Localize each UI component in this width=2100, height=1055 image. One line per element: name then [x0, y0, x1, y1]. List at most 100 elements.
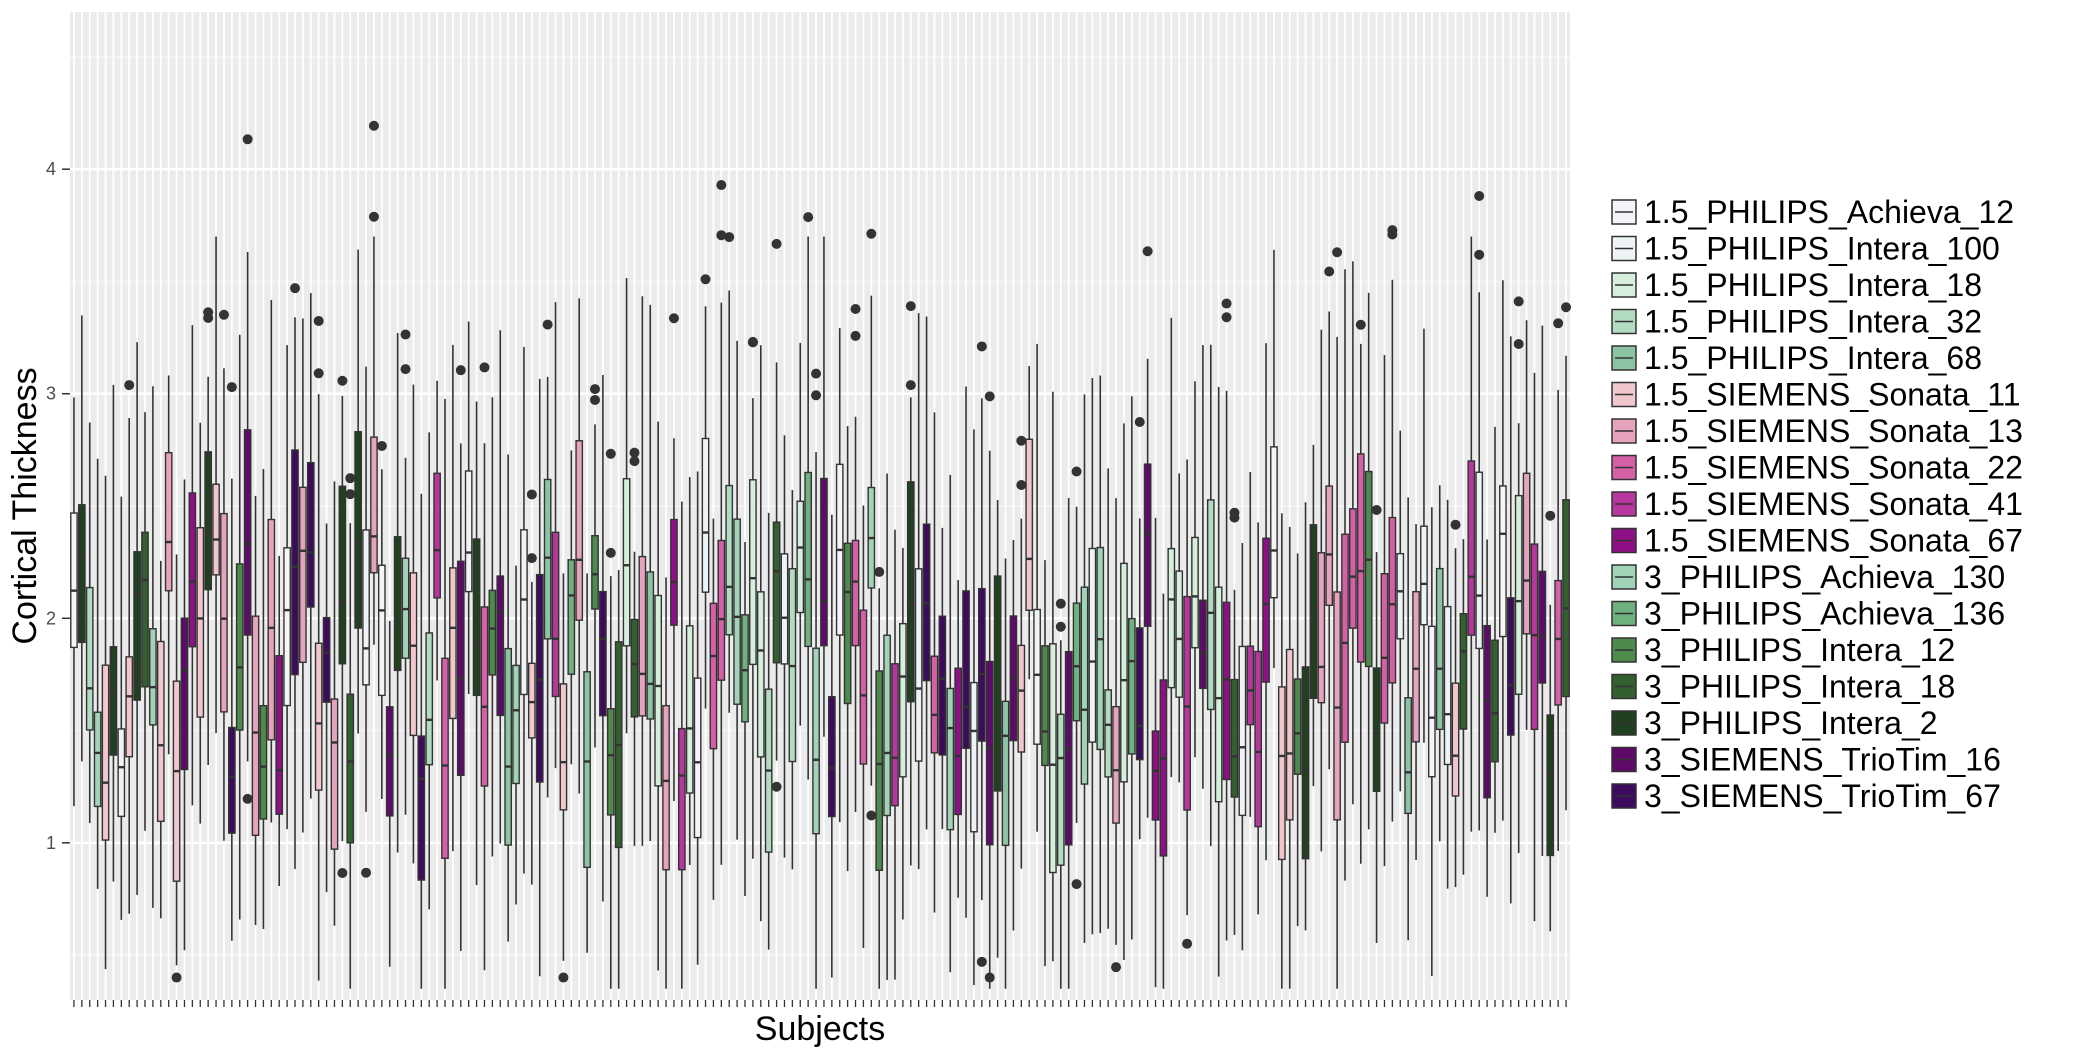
outlier-point: [629, 447, 640, 458]
outlier-point: [976, 341, 987, 352]
outlier-point: [400, 364, 411, 375]
box-body: [1001, 700, 1010, 847]
subject-box: [164, 375, 173, 755]
box-body: [275, 655, 284, 815]
box-body: [362, 529, 370, 686]
box-body: [662, 704, 670, 871]
subject-box: [1262, 343, 1270, 861]
subject-box: [1246, 472, 1255, 817]
box-body: [346, 693, 355, 844]
box-body: [977, 587, 986, 742]
subject-box: [583, 573, 591, 953]
box-series: [70, 120, 1572, 989]
box-body: [1443, 605, 1452, 766]
box-body: [125, 656, 134, 758]
subject-box: [551, 302, 560, 769]
outlier-point: [590, 394, 600, 405]
box-body: [449, 567, 457, 720]
box-body: [1238, 645, 1247, 817]
subject-box: [433, 380, 441, 681]
subject-box: [203, 307, 214, 765]
outlier-point: [724, 232, 735, 243]
box-body: [1159, 679, 1168, 857]
subject-box: [1506, 336, 1515, 904]
outlier-point: [747, 337, 758, 348]
subject-box: [393, 332, 402, 853]
subject-box: [188, 325, 197, 806]
subject-box: [77, 315, 86, 762]
box-body: [243, 429, 252, 636]
outlier-point: [345, 473, 356, 484]
outlier-point: [1071, 466, 1082, 477]
subject-box: [946, 474, 955, 973]
subject-box: [1561, 302, 1572, 811]
outlier-point: [976, 956, 987, 967]
subject-box: [803, 212, 814, 780]
subject-box: [93, 458, 102, 889]
legend-item: 1.5_PHILIPS_Intera_18: [1611, 267, 1982, 303]
subject-box: [1404, 497, 1413, 941]
subject-box: [1301, 502, 1310, 931]
box-body: [370, 436, 378, 574]
box-body: [188, 492, 197, 648]
outlier-point: [866, 228, 877, 239]
box-body: [1088, 547, 1097, 743]
outlier-point: [1371, 505, 1382, 516]
subject-box: [156, 560, 165, 919]
subject-box: [180, 479, 189, 951]
subject-box: [905, 301, 916, 866]
outlier-point: [368, 120, 379, 131]
subject-box: [455, 365, 466, 951]
outlier-point: [811, 390, 822, 401]
box-body: [567, 559, 576, 675]
subject-box: [788, 489, 797, 870]
box-body: [488, 589, 497, 676]
box-body: [1270, 446, 1278, 599]
subject-box: [859, 505, 868, 949]
box-body: [1364, 470, 1373, 668]
box-body: [606, 708, 615, 816]
box-body: [1451, 682, 1460, 797]
box-body: [338, 485, 347, 665]
box-body: [851, 539, 860, 647]
legend-label: 1.5_SIEMENS_Sonata_13: [1644, 413, 2023, 449]
legend-label: 3_PHILIPS_Intera_2: [1644, 705, 1938, 741]
y-tick-label: 3: [46, 384, 56, 404]
box-body: [543, 478, 552, 640]
subject-box: [1317, 329, 1326, 852]
outlier-point: [1513, 296, 1524, 307]
subject-box: [646, 304, 655, 841]
subject-box: [1238, 542, 1247, 951]
subject-box: [1111, 498, 1122, 973]
outlier-point: [984, 972, 995, 983]
box-body: [1301, 666, 1310, 860]
box-body: [1127, 617, 1136, 755]
box-body: [204, 451, 213, 591]
legend-item: 1.5_PHILIPS_Intera_100: [1611, 231, 2000, 267]
legend-item: 1.5_SIEMENS_Sonata_22: [1611, 450, 2023, 486]
subject-box: [1545, 510, 1556, 932]
box-body: [899, 622, 907, 778]
subject-box: [1025, 366, 1034, 680]
outlier-point: [1545, 510, 1556, 521]
subject-box: [512, 565, 520, 905]
box-body: [354, 431, 363, 629]
subject-box: [1206, 344, 1215, 847]
subject-box: [891, 529, 899, 980]
box-body: [527, 662, 536, 739]
box-body: [859, 609, 868, 765]
box-body: [180, 617, 189, 771]
box-body: [843, 542, 852, 705]
box-body: [749, 479, 757, 666]
box-body: [1143, 463, 1152, 627]
axes: 1 2 3 4: [46, 159, 1567, 1007]
outlier-point: [313, 368, 324, 379]
subject-box: [605, 448, 616, 989]
outlier-point: [218, 309, 229, 320]
box-body: [456, 560, 465, 777]
outlier-point: [605, 448, 616, 459]
box-body: [1404, 697, 1413, 815]
subject-box: [883, 473, 891, 981]
box-body: [425, 632, 434, 766]
outlier-point: [1016, 435, 1027, 446]
